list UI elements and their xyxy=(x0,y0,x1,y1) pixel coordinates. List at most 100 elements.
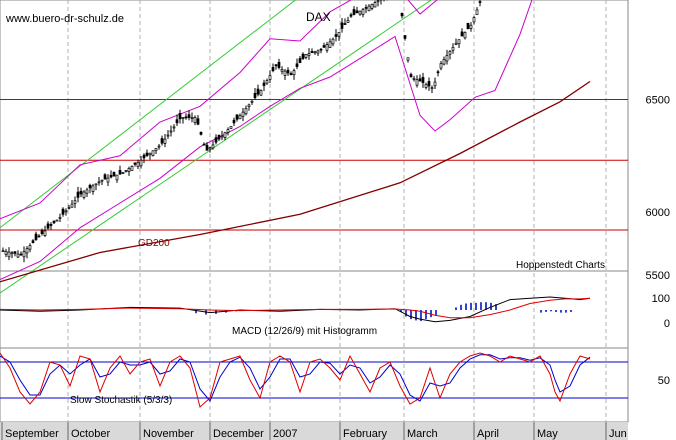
macd-tick-label: 100 xyxy=(652,293,670,305)
candle xyxy=(220,130,224,141)
candle xyxy=(427,77,431,91)
candle xyxy=(112,171,116,177)
candle xyxy=(439,60,443,71)
candle xyxy=(94,183,98,191)
candle xyxy=(193,115,197,126)
candle xyxy=(277,58,281,70)
candle xyxy=(139,155,143,169)
candle xyxy=(271,63,275,73)
candle xyxy=(418,74,422,82)
candle xyxy=(55,219,59,222)
stochastic-levels xyxy=(0,361,628,399)
candle xyxy=(43,225,47,237)
candle xyxy=(238,113,242,120)
macd-histogram-bar xyxy=(555,310,557,312)
macd-histogram-bar xyxy=(455,307,457,310)
macd-histogram-bar xyxy=(420,310,422,322)
candle xyxy=(283,68,287,81)
candle xyxy=(403,35,407,41)
month-label: October xyxy=(71,428,110,440)
candle xyxy=(337,32,341,41)
candle xyxy=(469,22,473,32)
candle xyxy=(40,228,44,236)
candle xyxy=(367,4,371,12)
candle xyxy=(133,162,137,167)
candle xyxy=(190,112,194,123)
stochastic-k-line xyxy=(0,352,591,408)
candle xyxy=(343,18,347,25)
macd-histogram-bar xyxy=(475,302,477,310)
gd200-label: GD200 xyxy=(138,238,170,249)
macd-histogram-bar xyxy=(480,302,482,310)
candle xyxy=(370,3,374,11)
macd-histogram-bar xyxy=(540,310,542,313)
candle xyxy=(76,186,80,203)
candle xyxy=(25,246,29,259)
candle xyxy=(328,38,332,49)
candle xyxy=(373,0,377,8)
candle xyxy=(223,131,227,141)
stochastic-d-line xyxy=(0,354,591,402)
candle xyxy=(16,250,20,258)
candle xyxy=(292,68,296,80)
candle xyxy=(202,142,206,146)
macd-histogram-bar xyxy=(195,310,197,314)
candle xyxy=(145,149,149,158)
candle xyxy=(73,196,77,209)
candle xyxy=(295,58,299,70)
candle xyxy=(358,10,362,16)
macd-histogram-bar xyxy=(545,310,547,312)
candle xyxy=(28,243,32,253)
stochastic-label: Slow Stochastik (5/3/3) xyxy=(70,395,172,406)
candlesticks xyxy=(1,0,482,263)
candle xyxy=(217,134,221,142)
candle xyxy=(232,117,236,127)
candle xyxy=(31,239,35,244)
candle xyxy=(22,246,26,263)
candle xyxy=(340,18,344,33)
candle xyxy=(67,205,71,210)
candle xyxy=(64,208,68,216)
candle xyxy=(460,28,464,37)
watermark: www.buero-dr-schulz.de xyxy=(5,13,124,25)
candle xyxy=(409,72,413,78)
candle xyxy=(253,88,257,100)
price-y-ticks: 6000650070007500 xyxy=(646,95,670,220)
candle xyxy=(376,0,380,7)
candle xyxy=(199,131,203,136)
candle xyxy=(256,84,260,97)
candle xyxy=(331,37,335,47)
candle xyxy=(166,129,170,139)
candle xyxy=(163,134,167,148)
candle xyxy=(181,117,185,124)
candle xyxy=(82,190,86,200)
candle xyxy=(175,114,179,126)
candle xyxy=(169,125,173,137)
candle xyxy=(268,70,272,83)
candle xyxy=(424,82,428,90)
bollinger-lower-band xyxy=(0,0,533,280)
candle xyxy=(142,153,146,164)
candle xyxy=(229,126,233,129)
macd-histogram-bar xyxy=(400,310,402,312)
candle xyxy=(307,48,311,60)
candle xyxy=(208,146,212,153)
candle xyxy=(400,12,404,19)
candle xyxy=(34,231,38,241)
horizontal-levels xyxy=(0,99,628,231)
candle xyxy=(265,78,269,85)
channel-upper-line xyxy=(0,0,297,229)
macd-signal-line xyxy=(0,297,591,319)
candle xyxy=(259,89,263,96)
candle xyxy=(187,110,191,121)
candle xyxy=(91,183,95,195)
month-label: Jun xyxy=(609,428,627,440)
macd-histogram-bar xyxy=(490,302,492,310)
candle xyxy=(58,213,62,223)
candle xyxy=(97,176,101,186)
candle xyxy=(4,248,8,258)
candle xyxy=(160,135,164,146)
candle xyxy=(322,42,326,48)
candle xyxy=(52,220,56,225)
